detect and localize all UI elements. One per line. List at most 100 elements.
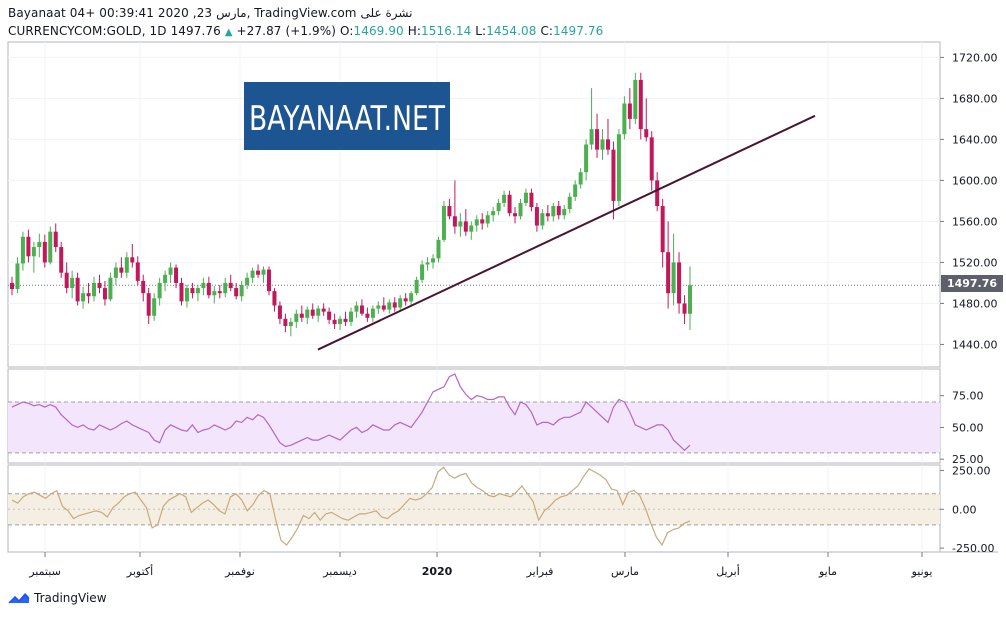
candle-body	[343, 318, 348, 322]
low-value: 1454.08	[486, 24, 537, 38]
x-tick-label: نوفمبر	[224, 565, 255, 578]
candle-body	[195, 288, 200, 294]
candle-body	[75, 277, 80, 302]
candle-body	[70, 277, 75, 289]
rsi-band	[8, 402, 940, 453]
candle-body	[338, 318, 343, 324]
x-tick-label: أكتوبر	[126, 564, 153, 578]
candle-body	[595, 129, 600, 150]
candle-body	[540, 213, 545, 226]
candle-body	[485, 215, 490, 224]
candle-body	[86, 293, 91, 297]
candle-body	[102, 288, 107, 300]
candle-body	[354, 305, 359, 312]
x-tick-label: أبريل	[716, 564, 740, 578]
candle-body	[48, 231, 53, 263]
candle-body	[567, 196, 572, 210]
candle-body	[250, 270, 255, 278]
x-tick-label: فبراير	[526, 565, 554, 578]
chart-header-ohlc: CURRENCYCOM:GOLD, 1D 1497.76 ▲ +27.87 (+…	[8, 24, 603, 38]
candle-body	[113, 267, 118, 278]
low-label: L:	[475, 24, 487, 38]
candle-body	[409, 293, 414, 302]
candle-body	[190, 288, 195, 294]
x-tick-label: مارس	[611, 565, 639, 578]
candle-body	[573, 184, 578, 197]
candle-body	[638, 79, 643, 130]
candle-body	[141, 280, 146, 294]
x-tick-label: يونيو	[911, 565, 933, 578]
rsi-y-tick-label: 50.00	[952, 421, 984, 434]
candle-body	[551, 206, 556, 217]
symbol-label[interactable]: CURRENCYCOM:GOLD, 1D	[8, 24, 167, 38]
y-tick-label: 1560.00	[952, 215, 998, 228]
candle-body	[294, 313, 299, 322]
x-tick-label: سبتمبر	[28, 565, 61, 578]
candle-body	[37, 241, 42, 248]
candle-body	[556, 206, 561, 216]
candle-body	[261, 269, 266, 275]
candle-body	[130, 257, 135, 263]
candle-body	[611, 149, 616, 201]
candle-body	[217, 291, 222, 294]
candle-body	[359, 305, 364, 314]
candle-body	[589, 129, 594, 145]
candle-body	[305, 309, 310, 318]
candle-body	[671, 262, 676, 294]
candle-body	[441, 206, 446, 240]
candle-body	[223, 282, 228, 294]
candle-body	[474, 219, 479, 226]
candle-body	[545, 213, 550, 217]
candle-body	[496, 202, 501, 212]
candle-body	[206, 282, 211, 296]
candle-body	[316, 308, 321, 316]
candle-body	[321, 308, 326, 312]
y-tick-label: 1520.00	[952, 256, 998, 269]
y-tick-label: 1600.00	[952, 174, 998, 187]
candle-body	[447, 206, 452, 217]
candle-body	[376, 305, 381, 309]
candle-body	[660, 206, 665, 253]
candle-body	[239, 284, 244, 297]
candle-body	[469, 225, 474, 232]
candle-body	[518, 202, 523, 217]
candle-body	[31, 247, 36, 257]
candle-body	[245, 277, 250, 285]
candle-body	[387, 302, 392, 310]
candle-body	[431, 258, 436, 263]
candle-body	[108, 277, 113, 300]
candle-body	[370, 308, 375, 318]
candle-body	[578, 172, 583, 185]
candle-body	[365, 313, 370, 318]
price-change: +27.87 (+1.9%)	[236, 24, 337, 38]
tradingview-brand[interactable]: TradingView	[8, 591, 107, 605]
trendline	[317, 114, 816, 351]
candle-body	[174, 267, 179, 283]
candle-body	[688, 285, 692, 314]
candle-body	[212, 291, 217, 296]
candle-body	[266, 269, 271, 292]
cci-y-tick-label: -250.00	[952, 542, 994, 555]
candle-body	[605, 139, 610, 150]
candle-body	[584, 144, 589, 173]
candle-body	[332, 319, 337, 324]
candle-body	[81, 293, 86, 302]
candle-body	[20, 236, 25, 264]
candle-body	[288, 321, 293, 326]
candle-body	[97, 282, 102, 289]
candle-body	[436, 239, 441, 259]
y-tick-label: 1720.00	[952, 51, 998, 64]
chart-header-line1: Bayanaat 04+ 00:39:41 2020 ,23 مارس, Tra…	[8, 6, 413, 20]
candle-body	[403, 298, 408, 302]
candle-body	[677, 262, 682, 304]
candle-body	[655, 180, 660, 207]
candle-body	[349, 311, 353, 322]
candle-body	[622, 103, 627, 135]
candle-body	[256, 270, 261, 275]
candle-body	[649, 137, 654, 181]
pane-border-0	[7, 41, 941, 368]
candle-body	[392, 302, 397, 308]
candle-body	[152, 298, 157, 316]
candle-body	[64, 272, 69, 289]
